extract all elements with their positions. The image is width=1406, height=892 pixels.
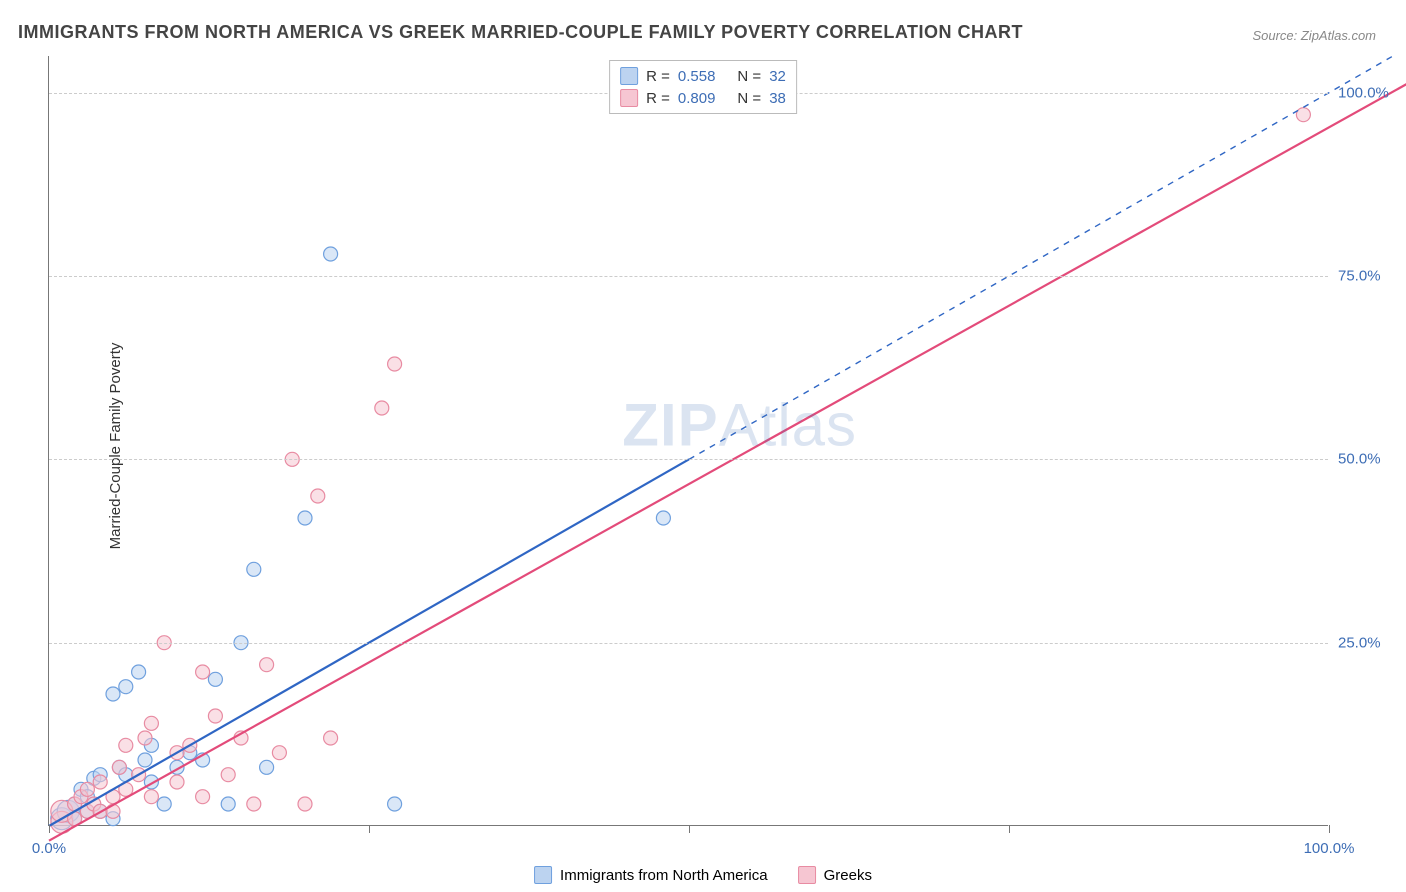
scatter-point — [311, 489, 325, 503]
scatter-point — [298, 511, 312, 525]
x-tick — [689, 825, 690, 833]
scatter-point — [119, 680, 133, 694]
x-tick — [1009, 825, 1010, 833]
scatter-point — [656, 511, 670, 525]
scatter-point — [208, 672, 222, 686]
scatter-point — [132, 665, 146, 679]
scatter-point — [247, 562, 261, 576]
x-tick — [49, 825, 50, 833]
legend-n-label: N = — [737, 90, 761, 107]
scatter-point — [260, 658, 274, 672]
scatter-point — [138, 731, 152, 745]
scatter-point — [196, 790, 210, 804]
legend-n-value: 38 — [769, 90, 786, 107]
legend-r-value: 0.558 — [678, 68, 716, 85]
y-tick-label: 100.0% — [1338, 84, 1398, 101]
scatter-point — [247, 797, 261, 811]
chart-container: IMMIGRANTS FROM NORTH AMERICA VS GREEK M… — [0, 0, 1406, 892]
x-tick-label: 0.0% — [32, 840, 66, 857]
legend-swatch — [620, 67, 638, 85]
trend-line — [49, 56, 1406, 841]
scatter-point — [112, 760, 126, 774]
legend-swatch — [798, 866, 816, 884]
correlation-legend: R = 0.558 N = 32 R = 0.809 N = 38 — [609, 60, 797, 114]
series-legend-item: Immigrants from North America — [534, 866, 768, 884]
series-legend-item: Greeks — [798, 866, 872, 884]
gridline-h — [49, 459, 1328, 460]
scatter-point — [138, 753, 152, 767]
legend-r-label: R = — [646, 68, 670, 85]
scatter-point — [324, 247, 338, 261]
legend-r-label: R = — [646, 90, 670, 107]
series-legend-label: Greeks — [824, 867, 872, 884]
x-tick — [369, 825, 370, 833]
y-tick-label: 75.0% — [1338, 268, 1398, 285]
legend-swatch — [620, 89, 638, 107]
chart-title: IMMIGRANTS FROM NORTH AMERICA VS GREEK M… — [18, 22, 1023, 43]
scatter-point — [221, 768, 235, 782]
scatter-point — [93, 775, 107, 789]
scatter-point — [324, 731, 338, 745]
scatter-point — [388, 357, 402, 371]
legend-n-label: N = — [737, 68, 761, 85]
scatter-point — [106, 804, 120, 818]
scatter-point — [272, 746, 286, 760]
series-legend: Immigrants from North America Greeks — [534, 866, 872, 884]
scatter-point — [208, 709, 222, 723]
chart-svg — [49, 56, 1328, 825]
scatter-point — [388, 797, 402, 811]
scatter-point — [157, 797, 171, 811]
scatter-point — [80, 782, 94, 796]
gridline-h — [49, 643, 1328, 644]
y-tick-label: 25.0% — [1338, 634, 1398, 651]
series-legend-label: Immigrants from North America — [560, 867, 768, 884]
x-tick-label: 100.0% — [1304, 840, 1355, 857]
source-credit: Source: ZipAtlas.com — [1252, 28, 1376, 43]
scatter-point — [298, 797, 312, 811]
y-tick-label: 50.0% — [1338, 451, 1398, 468]
x-tick — [1329, 825, 1330, 833]
legend-n-value: 32 — [769, 68, 786, 85]
scatter-point — [196, 665, 210, 679]
correlation-legend-row: R = 0.558 N = 32 — [620, 65, 786, 87]
legend-r-value: 0.809 — [678, 90, 716, 107]
scatter-point — [375, 401, 389, 415]
scatter-point — [221, 797, 235, 811]
scatter-point — [260, 760, 274, 774]
correlation-legend-row: R = 0.809 N = 38 — [620, 87, 786, 109]
scatter-point — [144, 716, 158, 730]
scatter-point — [170, 775, 184, 789]
legend-swatch — [534, 866, 552, 884]
plot-area: ZIPAtlas 25.0%50.0%75.0%100.0%0.0%100.0% — [48, 56, 1328, 826]
scatter-point — [119, 738, 133, 752]
scatter-point — [1296, 108, 1310, 122]
scatter-point — [106, 687, 120, 701]
scatter-point — [144, 790, 158, 804]
trend-line-extension — [689, 56, 1393, 459]
gridline-h — [49, 276, 1328, 277]
